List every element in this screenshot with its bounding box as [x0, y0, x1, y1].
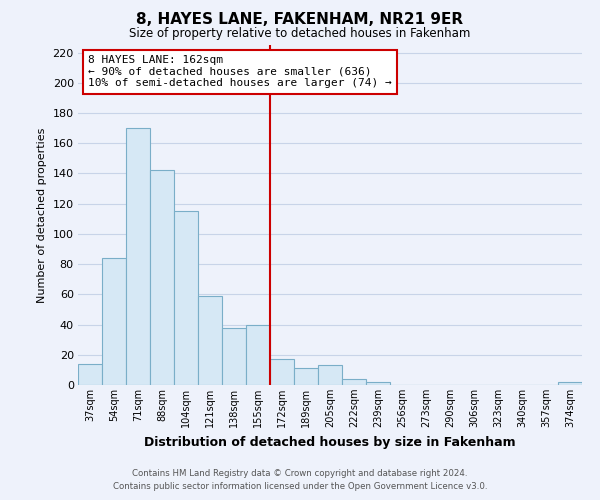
Bar: [270, 360, 294, 385]
Bar: [294, 368, 318, 385]
Bar: [318, 366, 342, 385]
Bar: [102, 258, 126, 385]
Bar: [366, 382, 390, 385]
Bar: [150, 170, 174, 385]
Bar: [198, 296, 222, 385]
Bar: [246, 324, 270, 385]
Y-axis label: Number of detached properties: Number of detached properties: [37, 128, 47, 302]
X-axis label: Distribution of detached houses by size in Fakenham: Distribution of detached houses by size …: [144, 436, 516, 448]
Text: Size of property relative to detached houses in Fakenham: Size of property relative to detached ho…: [130, 28, 470, 40]
Bar: [342, 379, 366, 385]
Bar: [222, 328, 246, 385]
Bar: [558, 382, 582, 385]
Bar: [174, 211, 198, 385]
Text: Contains HM Land Registry data © Crown copyright and database right 2024.
Contai: Contains HM Land Registry data © Crown c…: [113, 469, 487, 491]
Text: 8 HAYES LANE: 162sqm
← 90% of detached houses are smaller (636)
10% of semi-deta: 8 HAYES LANE: 162sqm ← 90% of detached h…: [88, 55, 392, 88]
Bar: [126, 128, 150, 385]
Text: 8, HAYES LANE, FAKENHAM, NR21 9ER: 8, HAYES LANE, FAKENHAM, NR21 9ER: [136, 12, 464, 28]
Bar: [78, 364, 102, 385]
